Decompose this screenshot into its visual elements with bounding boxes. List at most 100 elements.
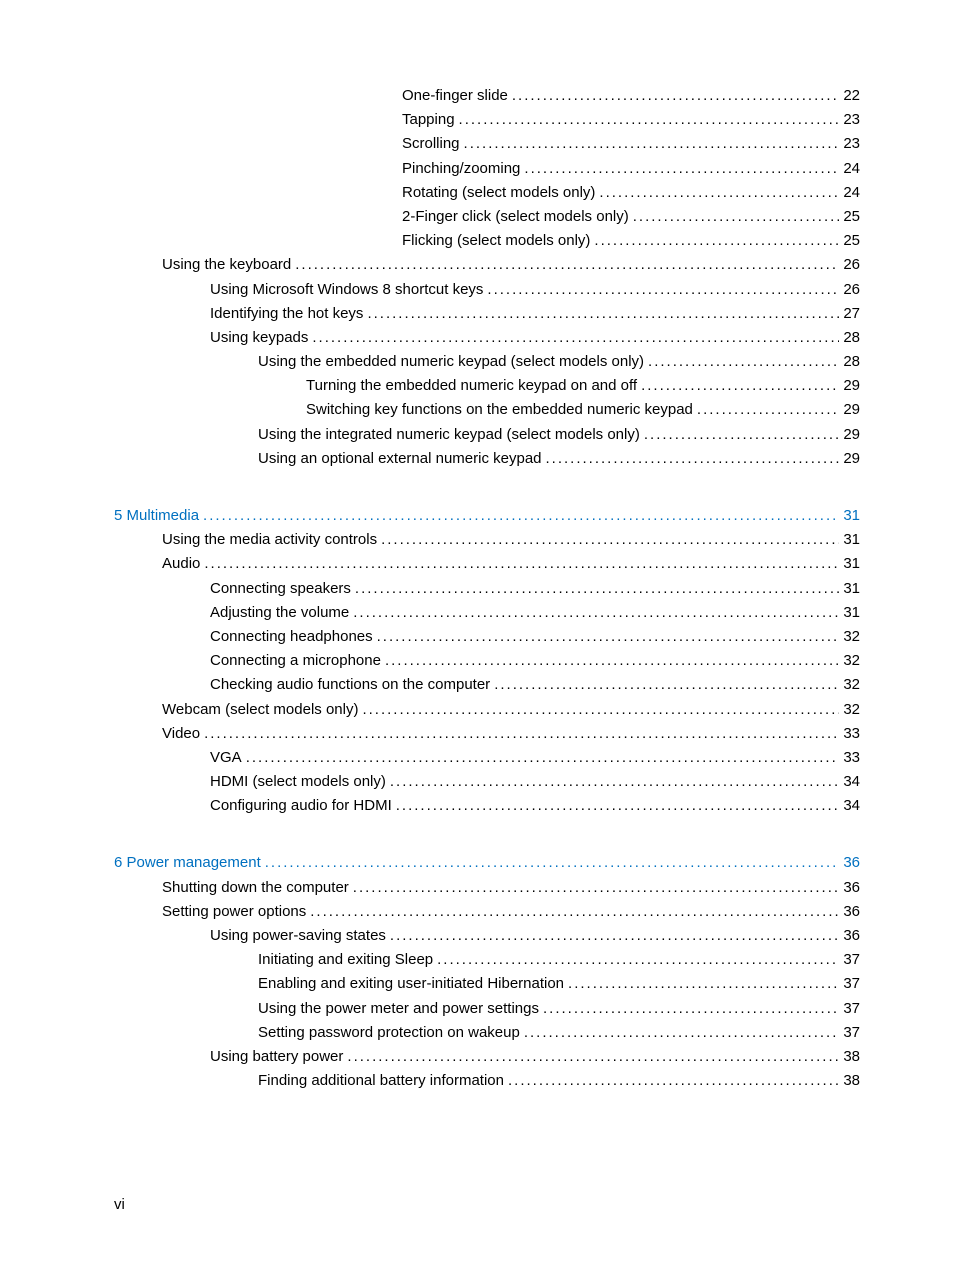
toc-entry-page[interactable]: 33: [843, 750, 860, 765]
toc-entry-label[interactable]: Scrolling: [402, 136, 460, 151]
toc-entry-label[interactable]: Using the keyboard: [162, 257, 291, 272]
toc-entry-label[interactable]: Initiating and exiting Sleep: [258, 952, 433, 967]
toc-entry-page[interactable]: 32: [843, 629, 860, 644]
toc-entry-label[interactable]: Using an optional external numeric keypa…: [258, 451, 542, 466]
toc-entry-line: Scrolling 23: [114, 136, 860, 151]
toc-entry-page[interactable]: 36: [843, 855, 860, 870]
toc-entry-line: Enabling and exiting user-initiated Hibe…: [114, 976, 860, 991]
toc-entry-label[interactable]: Audio: [162, 556, 200, 571]
toc-entry-label[interactable]: Adjusting the volume: [210, 605, 349, 620]
toc-entry-label[interactable]: Connecting headphones: [210, 629, 373, 644]
toc-entry-page[interactable]: 29: [843, 451, 860, 466]
toc-entry-label[interactable]: 2-Finger click (select models only): [402, 209, 629, 224]
toc-entry-page[interactable]: 37: [843, 1001, 860, 1016]
toc-entry-label[interactable]: Shutting down the computer: [162, 880, 349, 895]
toc-leader-dots: [367, 306, 839, 321]
toc-entry-label[interactable]: Video: [162, 726, 200, 741]
toc-entry-label[interactable]: VGA: [210, 750, 242, 765]
toc-entry-page[interactable]: 32: [843, 677, 860, 692]
section-gap: [114, 822, 860, 855]
toc-entry-page[interactable]: 28: [843, 354, 860, 369]
toc-entry-label[interactable]: Switching key functions on the embedded …: [306, 402, 693, 417]
toc-entry-page[interactable]: 32: [843, 702, 860, 717]
toc-entry-page[interactable]: 23: [843, 136, 860, 151]
toc-entry-label[interactable]: Enabling and exiting user-initiated Hibe…: [258, 976, 564, 991]
toc-entry-page[interactable]: 33: [843, 726, 860, 741]
toc-entry-label[interactable]: Setting power options: [162, 904, 306, 919]
toc-entry-page[interactable]: 22: [843, 88, 860, 103]
toc-entry-page[interactable]: 25: [843, 233, 860, 248]
toc-entry-label[interactable]: Using the media activity controls: [162, 532, 377, 547]
toc-entry-page[interactable]: 31: [843, 556, 860, 571]
toc-entry-page[interactable]: 34: [843, 774, 860, 789]
toc-entry-label[interactable]: Using Microsoft Windows 8 shortcut keys: [210, 282, 483, 297]
toc-entry-page[interactable]: 29: [843, 427, 860, 442]
toc-entry-page[interactable]: 36: [843, 904, 860, 919]
toc-entry-label[interactable]: Finding additional battery information: [258, 1073, 504, 1088]
toc-entry-page[interactable]: 24: [843, 185, 860, 200]
toc-entry-page[interactable]: 25: [843, 209, 860, 224]
toc-leader-dots: [599, 185, 839, 200]
toc-entry-page[interactable]: 28: [843, 330, 860, 345]
toc-entry-line: Setting password protection on wakeup 37: [114, 1025, 860, 1040]
toc-entry-page[interactable]: 27: [843, 306, 860, 321]
toc-entry-page[interactable]: 31: [843, 508, 860, 523]
toc-entry-label[interactable]: Connecting speakers: [210, 581, 351, 596]
toc-leader-dots: [633, 209, 840, 224]
toc-leader-dots: [524, 161, 839, 176]
toc-entry-page[interactable]: 31: [843, 605, 860, 620]
toc-entry-label[interactable]: Using the embedded numeric keypad (selec…: [258, 354, 644, 369]
toc-entry-page[interactable]: 32: [843, 653, 860, 668]
toc-entry-label[interactable]: Using keypads: [210, 330, 308, 345]
toc-entry-page[interactable]: 37: [843, 976, 860, 991]
toc-entry-line: Adjusting the volume 31: [114, 605, 860, 620]
toc-entry-label[interactable]: Flicking (select models only): [402, 233, 590, 248]
toc-entry-page[interactable]: 31: [843, 581, 860, 596]
toc-leader-dots: [508, 1073, 839, 1088]
toc-entry-label[interactable]: Checking audio functions on the computer: [210, 677, 490, 692]
toc-leader-dots: [204, 726, 839, 741]
toc-entry-page[interactable]: 37: [843, 952, 860, 967]
toc-entry-label[interactable]: Configuring audio for HDMI: [210, 798, 392, 813]
toc-entry-page[interactable]: 26: [843, 257, 860, 272]
toc-entry-label[interactable]: Connecting a microphone: [210, 653, 381, 668]
toc-entry-label[interactable]: Turning the embedded numeric keypad on a…: [306, 378, 637, 393]
toc-entry-label[interactable]: 6 Power management: [114, 855, 261, 870]
toc-entry-label[interactable]: Rotating (select models only): [402, 185, 595, 200]
toc-entry-line: Connecting a microphone 32: [114, 653, 860, 668]
toc-leader-dots: [265, 855, 840, 870]
toc-entry-page[interactable]: 26: [843, 282, 860, 297]
toc-entry-page[interactable]: 38: [843, 1073, 860, 1088]
toc-entry-page[interactable]: 29: [843, 378, 860, 393]
toc-entry-page[interactable]: 36: [843, 880, 860, 895]
toc-entry-label[interactable]: Identifying the hot keys: [210, 306, 363, 321]
toc-entry-line: Using Microsoft Windows 8 shortcut keys …: [114, 282, 860, 297]
toc-entry-line: Finding additional battery information 3…: [114, 1073, 860, 1088]
toc-entry-label[interactable]: One-finger slide: [402, 88, 508, 103]
toc-leader-dots: [396, 798, 840, 813]
toc-entry-label[interactable]: Tapping: [402, 112, 455, 127]
toc-entry-label[interactable]: 5 Multimedia: [114, 508, 199, 523]
toc-entry-page[interactable]: 36: [843, 928, 860, 943]
toc-entry-page[interactable]: 31: [843, 532, 860, 547]
toc-leader-dots: [494, 677, 839, 692]
toc-entry-page[interactable]: 29: [843, 402, 860, 417]
toc-entry-page[interactable]: 38: [843, 1049, 860, 1064]
toc-leader-dots: [246, 750, 840, 765]
toc-entry-label[interactable]: Setting password protection on wakeup: [258, 1025, 520, 1040]
toc-entry-label[interactable]: HDMI (select models only): [210, 774, 386, 789]
toc-leader-dots: [568, 976, 839, 991]
toc-entry-page[interactable]: 37: [843, 1025, 860, 1040]
toc-entry-page[interactable]: 24: [843, 161, 860, 176]
toc-entry-label[interactable]: Using the power meter and power settings: [258, 1001, 539, 1016]
toc-entry-label[interactable]: Pinching/zooming: [402, 161, 520, 176]
toc-leader-dots: [377, 629, 840, 644]
toc-entry-page[interactable]: 23: [843, 112, 860, 127]
toc-entry-page[interactable]: 34: [843, 798, 860, 813]
toc-entry-label[interactable]: Using power-saving states: [210, 928, 386, 943]
toc-entry-line: Using the embedded numeric keypad (selec…: [114, 354, 860, 369]
toc-entry-label[interactable]: Using battery power: [210, 1049, 343, 1064]
toc-leader-dots: [310, 904, 839, 919]
toc-entry-label[interactable]: Webcam (select models only): [162, 702, 358, 717]
toc-entry-label[interactable]: Using the integrated numeric keypad (sel…: [258, 427, 640, 442]
